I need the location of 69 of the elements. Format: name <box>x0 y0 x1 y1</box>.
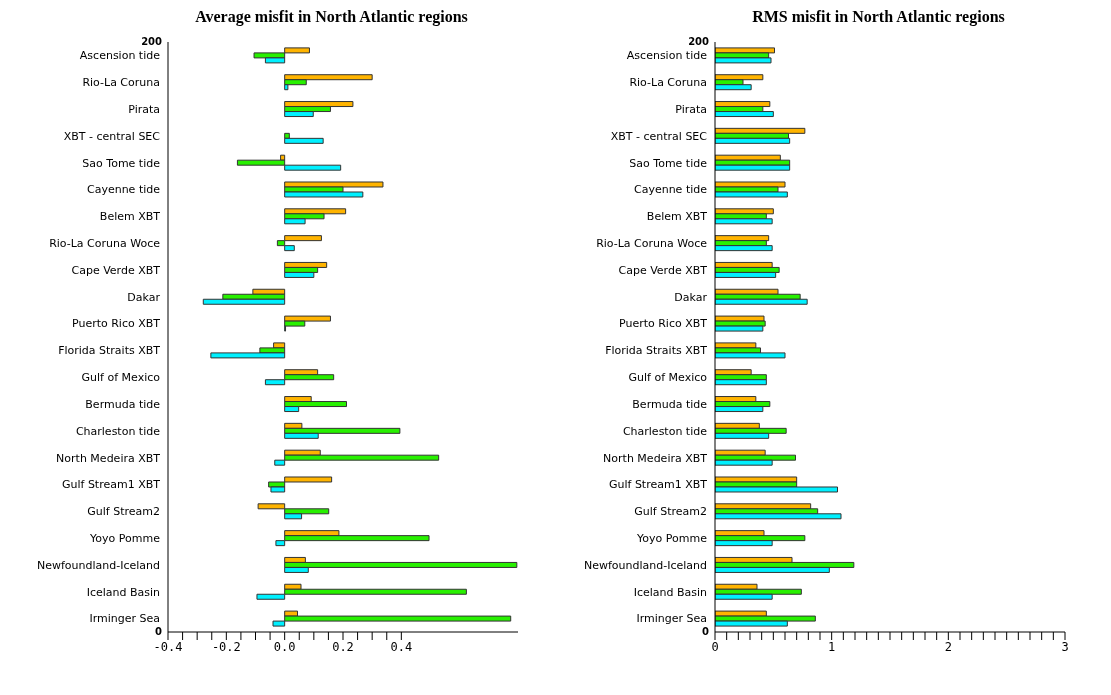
y-tick-label: Belem XBT <box>99 210 161 224</box>
y-tick-label: Puerto Rico XBT <box>71 317 161 331</box>
y-tick-label: Newfoundland-Iceland <box>36 558 160 572</box>
bar <box>284 181 384 188</box>
y-tick-label: Irminger Sea <box>636 612 707 626</box>
y-tick-label: North Medeira XBT <box>603 451 708 465</box>
x-tick-label: 0.2 <box>332 639 354 654</box>
y-tick-label: Iceland Basin <box>633 585 708 599</box>
y-tick-label: Ascension tide <box>626 49 708 63</box>
y-tick-label: Cape Verde XBT <box>618 263 708 277</box>
y-tick-label: Newfoundland-Iceland <box>583 558 707 572</box>
y-tick-label: Dakar <box>674 290 708 304</box>
y-tick-label: Rio-La Coruna <box>82 76 160 90</box>
y-tick-label: Florida Straits XBT <box>605 344 708 358</box>
x-tick-label: 0.0 <box>273 639 296 654</box>
x-tick-label: 2 <box>944 639 952 654</box>
x-tick-label: 0.4 <box>390 639 413 654</box>
y-tick-label: Rio-La Coruna Woce <box>49 237 161 251</box>
y-tick-label: Gulf of Mexico <box>81 371 161 385</box>
y-tick-label: Charleston tide <box>75 424 161 438</box>
x-tick-label: -0.2 <box>211 639 241 654</box>
y-tick-label: Gulf Stream1 XBT <box>61 478 161 492</box>
y-tick-label: Cayenne tide <box>86 183 161 197</box>
y-tick-label: North Medeira XBT <box>56 451 161 465</box>
y-tick-label: Puerto Rico XBT <box>618 317 708 331</box>
bar <box>284 101 354 108</box>
y-tick-label: Gulf of Mexico <box>628 371 708 385</box>
y-tick-label: XBT - central SEC <box>610 129 708 143</box>
y-tick-label: Rio-La Coruna <box>629 76 707 90</box>
y-tick-label: Dakar <box>127 290 161 304</box>
y-tick-label: Sao Tome tide <box>629 156 708 170</box>
y-tick-label: Iceland Basin <box>86 585 161 599</box>
text: 0 <box>154 625 162 639</box>
text: 0 <box>701 625 709 639</box>
bar <box>284 137 324 144</box>
y-tick-label: XBT - central SEC <box>63 129 161 143</box>
y-tick-label: Irminger Sea <box>89 612 160 626</box>
y-tick-label: Yoyo Pomme <box>636 532 708 546</box>
x-tick-label: -0.4 <box>153 639 183 654</box>
y-tick-label: Belem XBT <box>646 210 708 224</box>
y-tick-label: Sao Tome tide <box>82 156 161 170</box>
y-tick-label: Gulf Stream1 XBT <box>608 478 708 492</box>
bar <box>284 271 315 278</box>
y-tick-label: Pirata <box>128 102 160 116</box>
bar <box>202 298 286 305</box>
y-tick-label: Bermuda tide <box>632 397 708 411</box>
bar <box>284 74 373 81</box>
chart-title: Average misfit in North Atlantic regions <box>194 8 469 28</box>
x-tick-label: 1 <box>828 639 836 654</box>
text: 200 <box>140 35 162 49</box>
y-tick-label: Rio-La Coruna Woce <box>596 237 708 251</box>
chart-title: RMS misfit in North Atlantic regions <box>751 8 1006 28</box>
bar <box>715 137 791 144</box>
bar <box>715 164 791 171</box>
y-tick-label: Cape Verde XBT <box>71 263 161 277</box>
y-tick-label: Yoyo Pomme <box>89 532 161 546</box>
x-tick-label: 0 <box>711 639 719 654</box>
y-tick-label: Gulf Stream2 <box>87 505 160 519</box>
y-tick-label: Ascension tide <box>79 49 161 63</box>
y-tick-label: Pirata <box>675 102 707 116</box>
y-tick-label: Florida Straits XBT <box>58 344 161 358</box>
y-tick-label: Cayenne tide <box>633 183 708 197</box>
y-tick-label: Bermuda tide <box>85 397 161 411</box>
bar <box>715 298 808 305</box>
y-tick-label: Gulf Stream2 <box>634 505 707 519</box>
text: 200 <box>687 35 709 49</box>
y-tick-label: Charleston tide <box>622 424 708 438</box>
bar <box>715 271 777 278</box>
x-tick-label: 3 <box>1061 639 1069 654</box>
